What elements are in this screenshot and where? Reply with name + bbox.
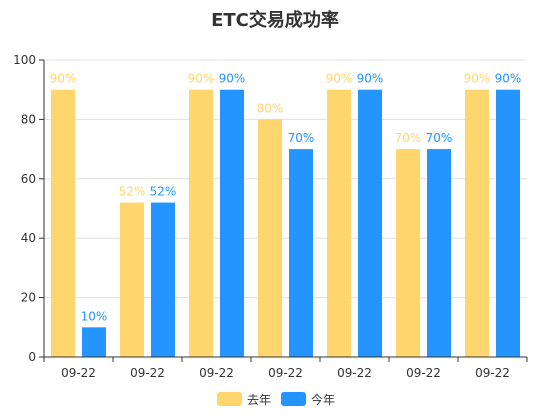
data-labels: 90% 10% 52% 52% 90% 90% 80% 70% 90% 90% 70% 70% 90% 9… (50, 72, 522, 324)
y-tick-label: 40 (21, 231, 36, 245)
y-tick-label: 80 (21, 112, 36, 126)
x-tick-label: 09-22 (475, 366, 510, 380)
bar[interactable] (427, 149, 451, 357)
axes (43, 60, 527, 358)
x-tick-label: 09-22 (337, 366, 372, 380)
x-tick-label: 09-22 (130, 366, 165, 380)
data-label: 90% (50, 72, 77, 86)
data-label: 52% (119, 185, 146, 199)
data-label: 90% (495, 72, 522, 86)
bar[interactable] (465, 89, 489, 357)
x-tick-label: 09-22 (199, 366, 234, 380)
bar[interactable] (358, 89, 382, 357)
y-axis-ticks: 0 20 40 60 80 100 (13, 53, 44, 364)
data-label: 52% (150, 185, 177, 199)
data-label: 80% (257, 101, 284, 115)
legend-label[interactable]: 去年 (247, 393, 271, 407)
data-label: 70% (426, 131, 453, 145)
legend[interactable]: 去年 今年 (217, 392, 335, 407)
bar[interactable] (120, 202, 144, 357)
x-tick-label: 09-22 (268, 366, 303, 380)
bar[interactable] (396, 149, 420, 357)
data-label: 10% (81, 309, 108, 323)
bar[interactable] (51, 89, 75, 357)
chart-title: ETC交易成功率 (211, 10, 339, 31)
x-tick-label: 09-22 (61, 366, 96, 380)
legend-label[interactable]: 今年 (311, 392, 335, 407)
bar[interactable] (220, 89, 244, 357)
bar[interactable] (82, 327, 106, 357)
y-tick-label: 20 (21, 291, 36, 305)
grid-lines (44, 59, 527, 299)
bar[interactable] (289, 149, 313, 357)
bar[interactable] (189, 89, 213, 357)
data-label: 70% (288, 131, 315, 145)
legend-swatch[interactable] (281, 392, 306, 406)
y-tick-label: 100 (13, 53, 36, 67)
data-label: 70% (395, 131, 422, 145)
x-axis-ticks: 09-22 09-22 09-22 09-22 09-22 09-22 09-22 (43, 357, 528, 380)
legend-swatch[interactable] (217, 392, 242, 406)
bar-series (51, 89, 520, 358)
y-tick-label: 60 (21, 172, 36, 186)
x-tick-label: 09-22 (406, 366, 441, 380)
bar[interactable] (496, 89, 520, 357)
data-label: 90% (464, 72, 491, 86)
data-label: 90% (188, 72, 215, 86)
data-label: 90% (326, 72, 353, 86)
y-tick-label: 0 (28, 350, 36, 364)
bar[interactable] (327, 89, 351, 357)
bar[interactable] (151, 202, 175, 357)
data-label: 90% (219, 72, 246, 86)
bar[interactable] (258, 119, 282, 358)
data-label: 90% (357, 72, 384, 86)
